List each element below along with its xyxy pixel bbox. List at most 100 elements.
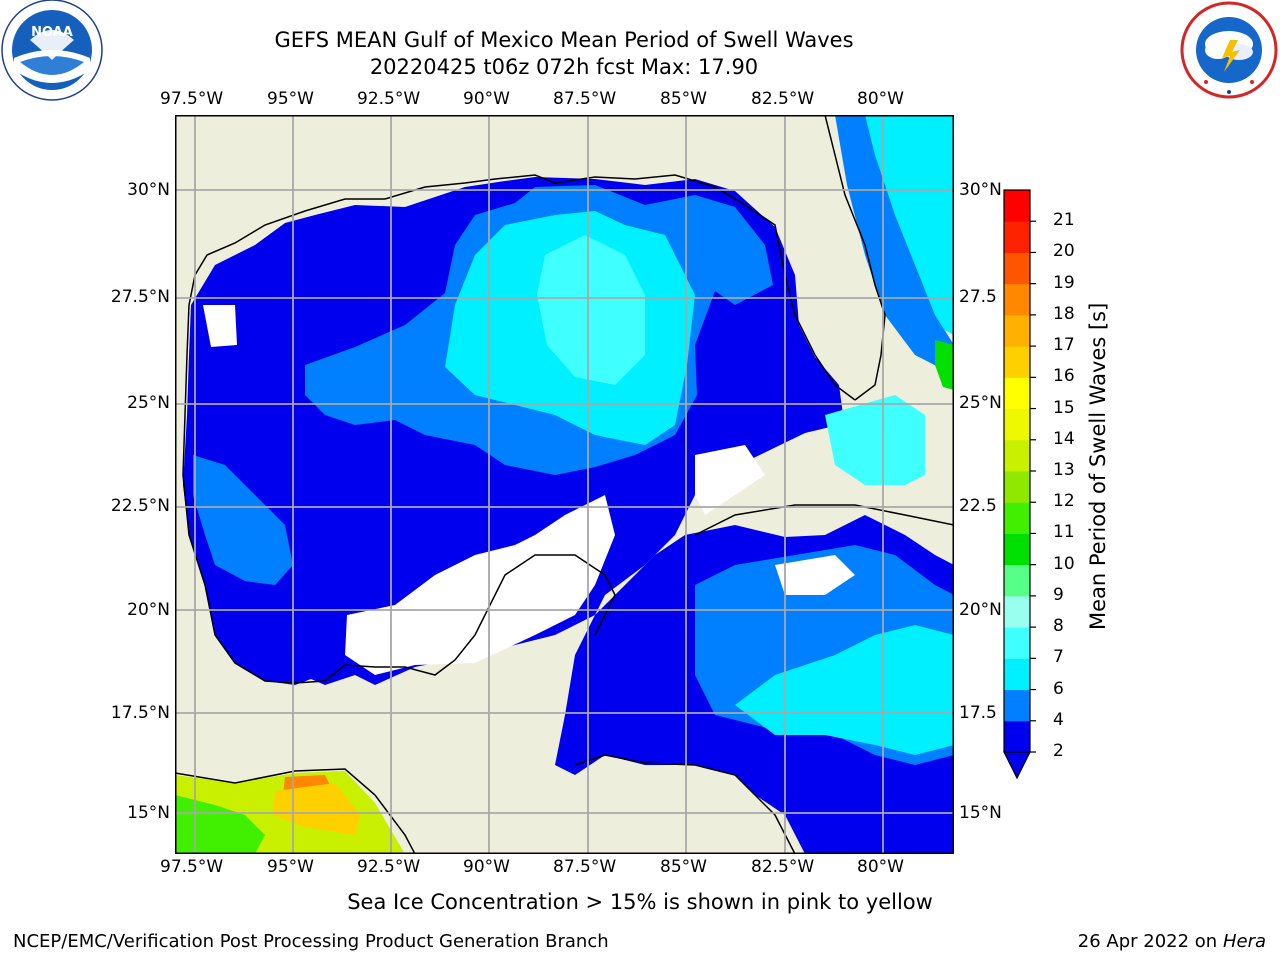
colorbar-segment: [1004, 252, 1030, 285]
lon-label: 82.5°W: [751, 857, 815, 877]
colorbar-tick-label: 9: [1053, 584, 1064, 605]
nodata-patch: [695, 445, 765, 515]
pacific-green: [175, 795, 265, 854]
nodata-patch: [203, 305, 237, 347]
colorbar-tick-label: 6: [1053, 678, 1064, 699]
map-panel: [175, 115, 954, 854]
map-subtitle: 20220425 t06z 072h fcst Max: 17.90: [369, 55, 759, 79]
colorbar-tick-label: 4: [1053, 709, 1064, 730]
colorbar-extend-triangle: [1003, 751, 1031, 780]
nws-logo: [1178, 0, 1280, 100]
colorbar-tick-label: 19: [1053, 272, 1075, 293]
lon-label: 97.5°W: [160, 89, 224, 109]
lat-label: 17.5°N: [110, 703, 170, 723]
colorbar-label: Mean Period of Swell Waves [s]: [1086, 302, 1110, 630]
map-title: GEFS MEAN Gulf of Mexico Mean Period of …: [274, 28, 854, 52]
coastline: [775, 115, 886, 401]
colorbar-tick-label: 11: [1053, 522, 1075, 543]
lat-label: 25°N: [127, 393, 170, 413]
caribbean-cyan: [735, 625, 954, 755]
sea-ice-note: Sea Ice Concentration > 15% is shown in …: [0, 890, 1280, 914]
colorbar-segment: [1004, 689, 1030, 722]
colorbar-segment: [1004, 221, 1030, 253]
colorbar-tick-label: 8: [1053, 616, 1064, 637]
lon-label: 80°W: [857, 857, 904, 877]
colorbar-tick-label: 16: [1053, 366, 1075, 387]
colorbar-segment: [1004, 627, 1030, 659]
colorbar-tick-label: 12: [1053, 491, 1075, 512]
bahamas-cyan: [825, 395, 925, 485]
footer-date: 26 Apr 2022 on Hera: [1078, 931, 1266, 952]
coastline-cuba: [694, 504, 954, 536]
colorbar-ticks: 2 4 6 7 8 9 10 11 12 13 14 15 16 17 18 19 20 21: [1040, 180, 1100, 780]
lon-label: 90°W: [463, 857, 510, 877]
colorbar-tick-label: 21: [1053, 210, 1075, 231]
colorbar-segment: [1004, 346, 1030, 378]
lat-label: 25°N: [959, 393, 1002, 413]
coastline: [188, 174, 856, 401]
lon-label: 92.5°W: [357, 857, 421, 877]
lat-label: 22.5°N: [110, 496, 170, 516]
lon-label: 87.5°W: [553, 857, 617, 877]
colorbar-segment: [1004, 720, 1030, 753]
coastline-central-america: [175, 768, 416, 854]
lat-label: 27.5°N: [110, 287, 170, 307]
noaa-logo: NOAA: [0, 0, 104, 104]
coastline-honduras: [574, 754, 796, 854]
colorbar-segment: [1004, 658, 1030, 691]
colorbar-segment: [1004, 471, 1030, 503]
gridlines: [175, 115, 954, 854]
lat-label: 15°N: [127, 803, 170, 823]
colorbar-tick-label: 17: [1053, 335, 1075, 356]
lon-label: 80°W: [857, 89, 904, 109]
lon-label: 82.5°W: [751, 89, 815, 109]
map-svg: [175, 115, 954, 854]
colorbar-segment: [1004, 439, 1030, 472]
sea-ice-note-text: Sea Ice Concentration > 15% is shown in …: [347, 890, 933, 914]
lat-label: 20°N: [959, 600, 1002, 620]
lon-label: 90°W: [463, 89, 510, 109]
gulf-medium-west: [193, 455, 293, 585]
colorbar-segment: [1004, 502, 1030, 534]
coastline: [182, 304, 616, 684]
map-frame: [175, 115, 954, 854]
colorbar-tick-label: 13: [1053, 460, 1075, 480]
colorbar-segment: [1004, 283, 1030, 316]
colorbar-segment: [1004, 408, 1030, 441]
lon-label: 85°W: [660, 857, 707, 877]
colorbar-tick-label: 2: [1053, 741, 1064, 761]
colorbar-tick-label: 20: [1053, 241, 1075, 262]
colorbar-svg: [1003, 189, 1036, 780]
pacific-yellow: [273, 783, 360, 835]
lat-label: 17.5: [959, 703, 997, 723]
atlantic-green: [935, 340, 954, 390]
colorbar-tick-label: 18: [1053, 303, 1075, 324]
colorbar: [996, 180, 1076, 780]
lat-label: 30°N: [127, 180, 170, 200]
lat-label: 20°N: [127, 600, 170, 620]
lat-label: 22.5: [959, 496, 997, 516]
colorbar-tick-label: 10: [1053, 553, 1075, 574]
footer-date-text: 26 Apr 2022 on: [1077, 931, 1223, 952]
noaa-wordmark: NOAA: [31, 25, 73, 40]
nodata-patch: [775, 555, 855, 595]
colorbar-segment: [1004, 595, 1030, 628]
colorbar-segment: [1004, 314, 1030, 347]
colorbar-segment: [1004, 190, 1030, 222]
footer-machine: Hera: [1222, 931, 1266, 952]
lon-label: 85°W: [660, 89, 707, 109]
lat-label: 15°N: [959, 803, 1002, 823]
lon-label: 95°W: [267, 857, 314, 877]
lon-label: 97.5°W: [160, 857, 224, 877]
colorbar-segment: [1004, 377, 1030, 410]
colorbar-segment: [1004, 564, 1030, 597]
lat-label: 30°N: [959, 180, 1002, 200]
lon-label: 87.5°W: [553, 89, 617, 109]
colorbar-tick-label: 14: [1053, 428, 1075, 449]
nodata-patch: [345, 495, 615, 675]
lon-label: 92.5°W: [357, 89, 421, 109]
colorbar-tick-label: 7: [1053, 647, 1064, 668]
colorbar-segment: [1004, 533, 1030, 566]
lon-label: 95°W: [267, 89, 314, 109]
colorbar-tick-label: 15: [1053, 397, 1075, 418]
